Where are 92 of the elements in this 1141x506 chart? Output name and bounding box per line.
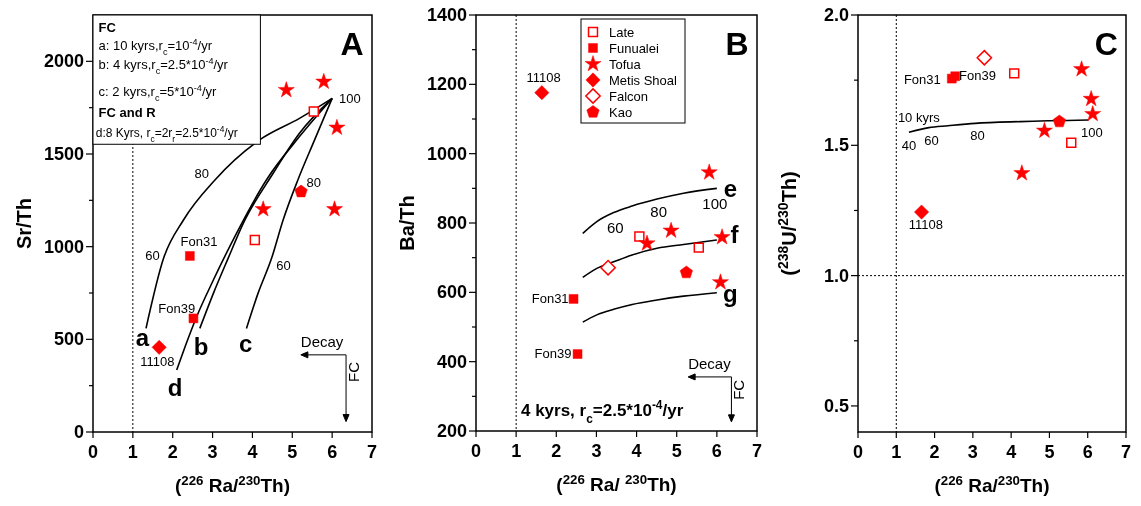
annotation: b	[193, 332, 209, 360]
annotation: 4 kyrs, r$_{c}$=2.5*10$^{-4}$/yr	[520, 398, 684, 427]
annotation: b: 4 kyrs,r$_{c}$=2.5*10$^{-4}$/yr	[98, 56, 229, 77]
annotation: Decay	[300, 332, 344, 350]
x-tick-label: 6	[1082, 442, 1093, 462]
y-axis-title: Sr/Th	[13, 197, 35, 250]
x-tick-label: 2	[551, 441, 562, 461]
annotation: g	[722, 279, 738, 307]
y-tick-label: 2.0	[823, 5, 849, 25]
annotation: c: 2 kyrs,r$_{c}$=5*10$^{-4}$/yr	[98, 83, 218, 104]
x-tick-label: 1	[511, 441, 522, 461]
y-tick-label: 1.0	[823, 265, 849, 286]
annotation: Decay	[688, 354, 732, 372]
annotation: Fon39	[534, 345, 572, 361]
x-tick-label: 7	[1120, 442, 1132, 462]
annotation: C	[1094, 25, 1118, 62]
y-tick-label: 1200	[426, 74, 467, 95]
y-tick-label: 500	[53, 329, 84, 350]
annotation: Fon39	[959, 68, 996, 84]
y-tick-label: 0.5	[823, 395, 849, 416]
x-tick-label: 4	[247, 442, 258, 462]
x-tick-label: 5	[1044, 442, 1055, 462]
x-tick-label: 1	[891, 442, 902, 462]
y-tick-label: 1000	[426, 143, 467, 164]
annotation: Fon31	[903, 71, 941, 87]
annotation: A	[340, 25, 364, 62]
annotation: 10 kyrs	[897, 110, 941, 126]
x-axis-title: ($^{226}$ Ra/$^{230}$Th)	[174, 472, 291, 496]
x-tick-label: 2	[167, 442, 178, 462]
x-tick-label: 5	[671, 441, 682, 461]
y-tick-label: 2000	[43, 51, 84, 72]
x-tick-label: 6	[711, 441, 722, 461]
y-tick-label: 1000	[43, 236, 84, 257]
x-tick-label: 3	[967, 442, 978, 462]
x-tick-label: 1	[127, 442, 138, 462]
annotation: c	[238, 330, 253, 358]
annotation: f	[730, 221, 740, 249]
y-tick-label: 1500	[43, 144, 84, 164]
x-tick-label: 0	[852, 442, 864, 462]
y-tick-label: 200	[436, 421, 467, 441]
annotation: 80	[194, 166, 210, 182]
x-tick-label: 6	[327, 442, 338, 462]
x-tick-label: 4	[631, 441, 642, 461]
annotation: a	[135, 323, 150, 351]
annotation: 11108	[908, 216, 943, 232]
annotation: FC	[730, 379, 748, 400]
legend-label: Late	[609, 25, 635, 40]
annotation: 11108	[526, 70, 561, 86]
x-tick-label: 7	[751, 441, 763, 461]
x-axis-title: ($^{226}$ Ra/ $^{230}$Th)	[556, 471, 677, 495]
x-tick-label: 7	[366, 442, 378, 462]
annotation: d	[167, 373, 183, 401]
x-tick-label: 5	[287, 442, 298, 462]
y-tick-label: 1400	[426, 5, 467, 25]
x-tick-label: 0	[470, 441, 482, 461]
annotation: 60	[145, 247, 160, 263]
annotation: Fon39	[158, 301, 196, 317]
x-tick-label: 4	[1006, 442, 1017, 462]
annotation: FC and R	[98, 105, 157, 121]
x-tick-label: 3	[207, 442, 218, 462]
x-tick-label: 3	[591, 441, 602, 461]
annotation: 80	[650, 203, 667, 221]
y-tick-label: 800	[436, 213, 467, 233]
y-tick-label: 1.5	[823, 135, 849, 156]
y-axis-title: Ba/Th	[396, 195, 418, 251]
annotation: B	[725, 25, 749, 62]
annotation: 100	[339, 90, 361, 106]
annotation: 60	[924, 132, 939, 148]
y-tick-label: 0	[73, 422, 84, 442]
legend-label: Metis Shoal	[609, 73, 678, 88]
y-tick-label: 400	[436, 351, 467, 372]
annotation: Fon31	[531, 290, 569, 306]
annotation: 11108	[140, 354, 175, 370]
annotation: 80	[306, 174, 321, 190]
annotation: d:8 Kyrs, r$_{c}$=2r$_{r}$=2.5*10$^{-4}$/yr	[95, 123, 238, 144]
annotation: FC	[345, 361, 363, 382]
legend-label: Falcon	[609, 89, 649, 104]
y-tick-label: 600	[436, 282, 467, 303]
annotation: 40	[901, 137, 917, 153]
annotation: a: 10 kyrs,r$_{c}$=10$^{-4}$/yr	[98, 37, 213, 58]
annotation: FC	[98, 19, 117, 35]
annotation: 100	[1081, 124, 1103, 140]
annotation: 80	[970, 128, 985, 144]
legend-label: Tofua	[609, 57, 642, 72]
annotation: Fon31	[180, 233, 218, 249]
annotation: 60	[276, 257, 291, 273]
x-axis-title: ($^{226}$ Ra/$^{230}$Th)	[934, 472, 1050, 496]
annotation: 60	[607, 218, 624, 236]
x-tick-label: 2	[929, 442, 940, 462]
legend-label: Kao	[609, 105, 633, 120]
x-tick-label: 0	[87, 442, 99, 462]
legend-label: Funualei	[609, 41, 659, 56]
